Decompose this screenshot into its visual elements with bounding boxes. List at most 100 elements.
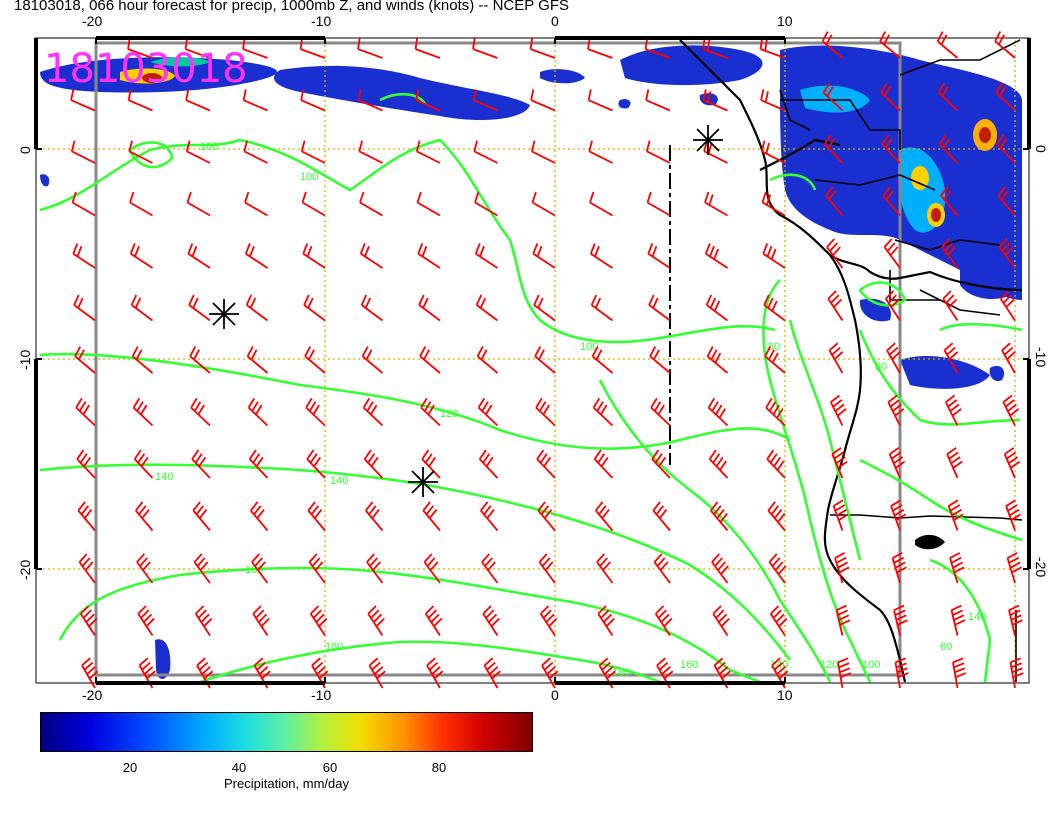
- wind-barb: [426, 657, 444, 689]
- wind-barb: [882, 186, 901, 217]
- wind-barb: [360, 294, 384, 322]
- contour-label: 160: [680, 659, 698, 671]
- wind-barb: [1009, 657, 1024, 689]
- contour-label: 100: [580, 341, 598, 353]
- wind-barb: [822, 82, 844, 112]
- wind-barb: [420, 397, 441, 427]
- wind-barb: [300, 89, 326, 112]
- wind-barb: [478, 449, 499, 479]
- wind-barb: [309, 605, 328, 636]
- station-marker: [408, 467, 438, 497]
- wind-barb: [530, 140, 556, 164]
- wind-barb: [416, 191, 441, 217]
- wind-barb: [302, 243, 326, 269]
- wind-barb: [194, 605, 213, 636]
- lon-tick-label: 10: [777, 687, 793, 703]
- colorbar-tick: 40: [231, 760, 247, 775]
- domain-box: [94, 41, 902, 677]
- island: [915, 534, 945, 550]
- wind-barb: [1002, 394, 1020, 426]
- station-markers: [209, 125, 723, 497]
- wind-barb: [300, 140, 326, 164]
- wind-barb: [589, 191, 613, 217]
- wind-barb: [827, 290, 844, 321]
- wind-barb: [952, 657, 967, 689]
- lon-labels-top: -20 -10 0 10: [82, 13, 793, 29]
- contour-label: 100: [300, 171, 318, 183]
- colorbar-gradient: [40, 712, 533, 752]
- axis-thick-segments: [34, 36, 1031, 685]
- wind-barb: [538, 553, 556, 584]
- wind-barb: [534, 346, 556, 374]
- wind-barb: [883, 238, 901, 269]
- wind-barb: [710, 501, 729, 532]
- wind-barb: [242, 38, 268, 59]
- wind-barb: [131, 346, 154, 374]
- wind-barb: [74, 346, 96, 374]
- lat-tick-label: 0: [1033, 145, 1049, 153]
- wind-barb: [702, 89, 728, 112]
- lon-labels-bottom: -20 -10 0 10: [82, 687, 793, 703]
- wind-barb: [936, 31, 959, 59]
- wind-barb: [539, 605, 558, 636]
- wind-barb: [943, 342, 959, 374]
- wind-barb: [245, 294, 269, 322]
- wind-barb: [887, 394, 905, 426]
- wind-barb: [475, 294, 499, 322]
- wind-barb: [422, 501, 441, 532]
- wind-barb: [831, 447, 848, 479]
- wind-barb: [596, 553, 614, 584]
- wind-barb: [127, 89, 153, 112]
- wind-barb: [592, 397, 614, 427]
- wind-barb: [1008, 604, 1023, 636]
- wind-barb: [764, 346, 786, 374]
- wind-barb: [367, 605, 385, 636]
- wind-barb: [891, 552, 907, 584]
- contour-label: 140: [155, 471, 173, 483]
- contour-label: 60: [940, 641, 952, 653]
- wind-barb: [474, 243, 498, 269]
- wind-barb: [940, 186, 959, 217]
- wind-barb: [653, 553, 671, 584]
- wind-barb: [188, 294, 211, 322]
- wind-barb: [474, 191, 498, 217]
- wind-barb: [537, 501, 556, 532]
- wind-barb: [1005, 499, 1022, 531]
- wind-barb: [654, 605, 673, 636]
- wind-barb: [189, 346, 211, 374]
- wind-barb: [251, 553, 269, 584]
- lon-tick-label: -10: [311, 13, 331, 29]
- wind-barb: [303, 294, 326, 322]
- wind-barb: [477, 397, 499, 427]
- wind-barb: [301, 191, 326, 217]
- wind-barb: [835, 604, 851, 636]
- wind-barb: [590, 294, 614, 322]
- wind-barb: [947, 499, 964, 531]
- wind-barb: [704, 243, 728, 269]
- wind-barb: [995, 82, 1016, 112]
- wind-barb: [530, 89, 556, 112]
- wind-barb: [536, 449, 556, 479]
- wind-barb: [1003, 447, 1021, 479]
- lat-tick-label: -10: [17, 350, 33, 370]
- wind-barb: [644, 38, 671, 59]
- lon-tick-label: 10: [777, 13, 793, 29]
- contour-label: 120: [820, 659, 838, 671]
- wind-barb: [652, 501, 671, 532]
- wind-barb: [828, 342, 844, 374]
- wind-barb: [945, 394, 962, 426]
- wind-barb: [762, 243, 786, 269]
- wind-barb: [894, 657, 909, 689]
- wind-barb: [826, 238, 844, 269]
- wind-barb: [997, 186, 1016, 217]
- wind-barb: [191, 449, 211, 479]
- wind-barb: [304, 346, 326, 374]
- wind-barb: [705, 294, 729, 322]
- wind-barb: [192, 501, 211, 532]
- wind-barb: [244, 191, 268, 217]
- lat-labels-left: 0 -10 -20: [17, 146, 33, 580]
- wind-barb: [362, 397, 384, 427]
- wind-barb: [760, 89, 786, 112]
- wind-barb: [893, 604, 908, 636]
- wind-barb: [78, 553, 96, 584]
